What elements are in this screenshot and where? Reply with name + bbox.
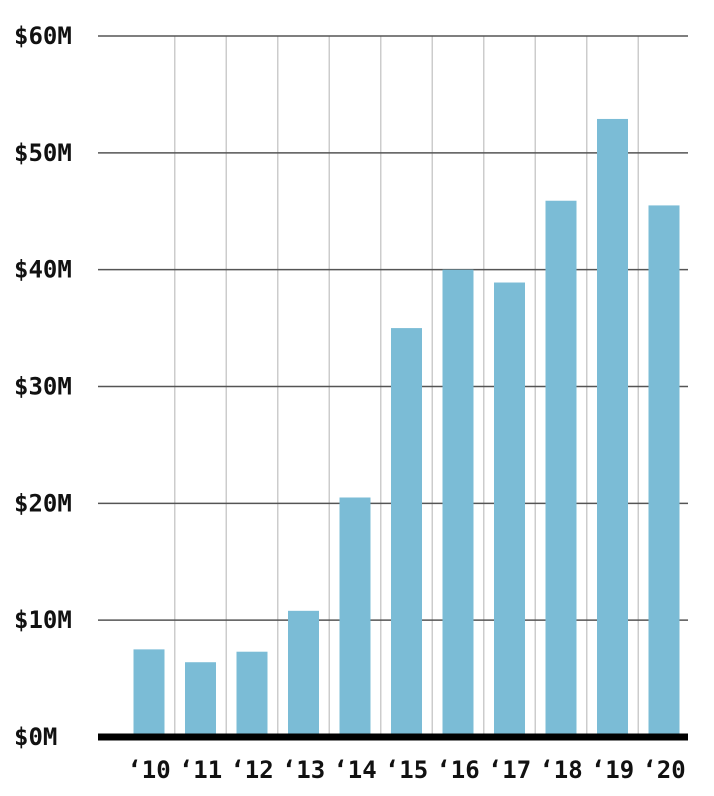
y-tick-label: $0M: [14, 723, 57, 751]
y-tick-label: $40M: [14, 256, 72, 284]
y-axis-tick-labels: $0M $10M $20M $30M $40M $50M $60M: [14, 22, 72, 751]
bar: [133, 649, 165, 737]
bar: [494, 282, 525, 737]
y-tick-label: $30M: [14, 373, 72, 401]
x-tick-label: ‘15: [385, 756, 428, 784]
x-tick-label: ‘18: [539, 756, 582, 784]
bar: [236, 651, 268, 737]
y-tick-label: $60M: [14, 22, 72, 50]
bar: [185, 662, 216, 737]
x-tick-label: ‘19: [591, 756, 634, 784]
x-tick-label: ‘20: [642, 756, 685, 784]
bar: [288, 610, 319, 737]
bar: [442, 269, 474, 737]
x-tick-label: ‘14: [333, 756, 376, 784]
bars: [133, 118, 680, 738]
bar: [648, 205, 680, 738]
x-tick-label: ‘12: [230, 756, 273, 784]
y-tick-label: $10M: [14, 606, 72, 634]
x-tick-label: ‘17: [488, 756, 531, 784]
y-tick-label: $20M: [14, 489, 72, 517]
bar: [339, 497, 371, 737]
x-tick-label: ‘10: [127, 756, 170, 784]
bar: [597, 118, 628, 738]
x-tick-label: ‘11: [179, 756, 222, 784]
y-tick-label: $50M: [14, 139, 72, 167]
bar: [545, 200, 577, 738]
x-tick-label: ‘13: [282, 756, 325, 784]
x-axis-tick-labels: ‘10 ‘11 ‘12 ‘13 ‘14 ‘15 ‘16 ‘17 ‘18 ‘19 ‘20: [127, 756, 685, 784]
x-tick-label: ‘16: [436, 756, 479, 784]
bar: [391, 328, 422, 737]
